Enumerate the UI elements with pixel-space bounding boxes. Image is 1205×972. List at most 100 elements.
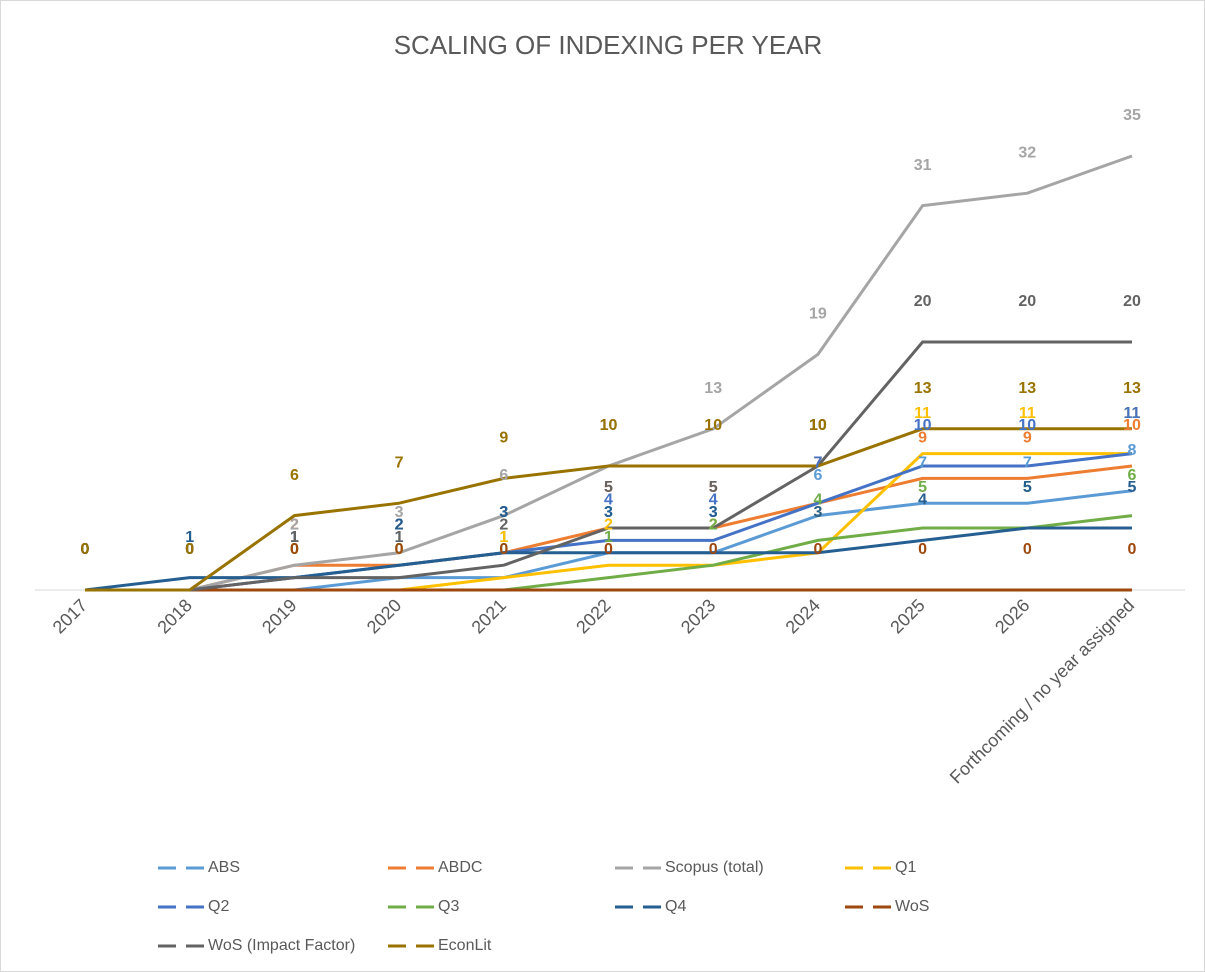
data-label: 32 bbox=[1018, 144, 1036, 161]
series-line bbox=[84, 526, 1132, 592]
data-label: 0 bbox=[499, 541, 508, 558]
data-label: 3 bbox=[395, 504, 404, 521]
data-label: 0 bbox=[813, 541, 822, 558]
legend-label: Q3 bbox=[438, 898, 459, 915]
data-label: 0 bbox=[290, 541, 299, 558]
data-label: 0 bbox=[709, 541, 718, 558]
data-label: 4 bbox=[604, 492, 613, 509]
data-label: 0 bbox=[499, 541, 508, 558]
data-label: 9 bbox=[499, 430, 508, 447]
data-label: 7 bbox=[918, 454, 927, 471]
data-label: 10 bbox=[600, 417, 618, 434]
data-label: 11 bbox=[1124, 405, 1141, 422]
series-line bbox=[85, 427, 1132, 592]
data-label: 11 bbox=[914, 405, 931, 422]
data-label: 6 bbox=[813, 467, 822, 484]
data-label: 0 bbox=[395, 541, 404, 558]
data-label: 0 bbox=[81, 541, 90, 558]
data-label: 7 bbox=[395, 454, 404, 471]
legend-label: WoS (Impact Factor) bbox=[208, 937, 355, 954]
data-label: 5 bbox=[1023, 479, 1032, 496]
data-label: 5 bbox=[709, 479, 718, 496]
data-label: 0 bbox=[290, 541, 299, 558]
data-label: 0 bbox=[290, 541, 299, 558]
data-label: 11 bbox=[1019, 405, 1036, 422]
data-label: 9 bbox=[918, 430, 927, 447]
chart-title: SCALING OF INDEXING PER YEAR bbox=[394, 30, 823, 60]
data-label: 0 bbox=[918, 541, 927, 558]
data-label: 1 bbox=[290, 529, 299, 546]
data-label: 4 bbox=[813, 492, 822, 509]
data-label: 10 bbox=[704, 417, 722, 434]
data-label: 3 bbox=[499, 504, 508, 521]
data-label: 0 bbox=[185, 541, 194, 558]
data-label: 1 bbox=[185, 529, 194, 546]
data-label: 7 bbox=[813, 454, 822, 471]
data-label: 3 bbox=[499, 504, 508, 521]
data-label: 5 bbox=[604, 479, 613, 496]
data-label: 2 bbox=[604, 516, 613, 533]
data-label: 3 bbox=[709, 504, 718, 521]
data-label: 2 bbox=[709, 516, 718, 533]
data-label: 20 bbox=[1123, 293, 1141, 310]
data-label: 0 bbox=[81, 541, 90, 558]
data-label: 1 bbox=[395, 529, 404, 546]
data-label: 11 bbox=[1124, 405, 1141, 422]
data-label: 2 bbox=[395, 516, 404, 533]
data-label: 2 bbox=[499, 516, 508, 533]
data-label: 0 bbox=[81, 541, 90, 558]
data-label: 13 bbox=[914, 380, 932, 397]
legend-label: Q4 bbox=[665, 898, 686, 915]
legend-label: Q2 bbox=[208, 898, 229, 915]
data-label: 6 bbox=[499, 467, 508, 484]
data-label: 35 bbox=[1123, 107, 1141, 124]
data-label: 0 bbox=[81, 541, 90, 558]
data-label: 0 bbox=[1023, 541, 1032, 558]
data-label: 3 bbox=[604, 504, 613, 521]
data-label: 7 bbox=[1023, 454, 1032, 471]
data-label: 13 bbox=[1123, 380, 1141, 397]
data-label: 0 bbox=[81, 541, 90, 558]
data-label: 0 bbox=[185, 541, 194, 558]
data-label: 4 bbox=[918, 492, 927, 509]
data-label: 0 bbox=[395, 541, 404, 558]
data-label: 6 bbox=[1128, 467, 1137, 484]
data-label: 1 bbox=[290, 529, 299, 546]
data-label: 0 bbox=[604, 541, 613, 558]
legend-label: Q1 bbox=[895, 859, 916, 876]
data-label: 0 bbox=[290, 541, 299, 558]
data-label: 20 bbox=[1018, 293, 1036, 310]
data-label: 20 bbox=[914, 293, 932, 310]
data-label: 5 bbox=[1128, 479, 1137, 496]
data-label: 0 bbox=[185, 541, 194, 558]
legend-label: WoS bbox=[895, 898, 929, 915]
data-label: 10 bbox=[600, 417, 618, 434]
data-label: 10 bbox=[914, 417, 932, 434]
legend-label: ABDC bbox=[438, 859, 482, 876]
data-label: 1 bbox=[290, 529, 299, 546]
data-label: 2 bbox=[395, 516, 404, 533]
data-label: 10 bbox=[809, 417, 827, 434]
data-label: 19 bbox=[809, 306, 827, 323]
data-label: 5 bbox=[1023, 479, 1032, 496]
data-label: 5 bbox=[918, 479, 927, 496]
data-label: 0 bbox=[185, 541, 194, 558]
data-label: 0 bbox=[1128, 541, 1137, 558]
data-label: 31 bbox=[914, 157, 932, 174]
data-label: 5 bbox=[604, 479, 613, 496]
data-label: 3 bbox=[813, 504, 822, 521]
data-label: 5 bbox=[709, 479, 718, 496]
legend-label: Scopus (total) bbox=[665, 859, 764, 876]
data-label: 0 bbox=[185, 541, 194, 558]
data-label: 0 bbox=[81, 541, 90, 558]
data-label: 2 bbox=[395, 516, 404, 533]
data-label: 3 bbox=[604, 504, 613, 521]
data-label: 0 bbox=[81, 541, 90, 558]
data-label: 2 bbox=[290, 516, 299, 533]
data-label: 0 bbox=[395, 541, 404, 558]
data-label: 10 bbox=[809, 417, 827, 434]
data-label: 13 bbox=[704, 380, 722, 397]
data-label: 10 bbox=[1123, 417, 1141, 434]
